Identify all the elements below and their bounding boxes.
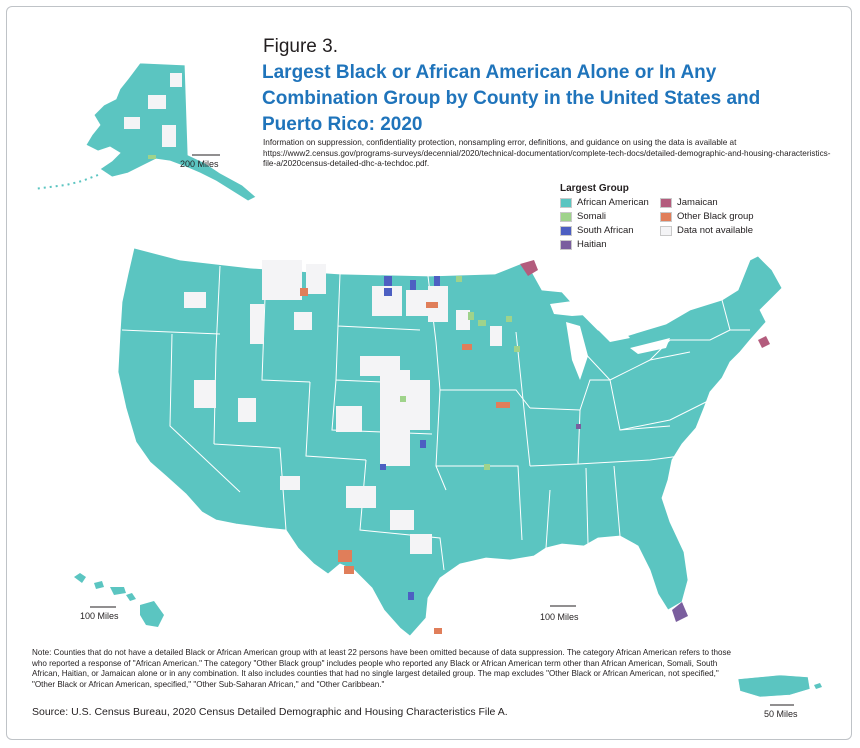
hawaii-island-big [140, 601, 164, 627]
legend-item-jamaican: Jamaican [660, 197, 770, 208]
south-african-counties [380, 276, 440, 600]
hawaii-island [94, 581, 104, 589]
figure-frame [6, 6, 852, 740]
legend-label: Haitian [577, 239, 607, 250]
legend-swatch [660, 197, 672, 208]
legend-swatch [560, 239, 572, 250]
legend: Largest Group African American Jamaican … [560, 183, 770, 250]
no-data-counties [184, 260, 502, 554]
great-lakes [550, 300, 670, 380]
legend-item-other-black-group: Other Black group [660, 211, 770, 222]
legend-label: South African [577, 225, 634, 236]
alaska-no-data [148, 95, 166, 109]
alaska-map: 200 Miles [33, 62, 257, 202]
legend-swatch [560, 197, 572, 208]
jamaican-county [758, 336, 770, 348]
conus-map: 100 Miles [117, 247, 783, 637]
puerto-rico-scale-label: 50 Miles [764, 709, 798, 719]
legend-swatch [660, 225, 672, 236]
legend-swatch [560, 225, 572, 236]
legend-item-somali: Somali [560, 211, 660, 222]
puerto-rico-islet [814, 683, 822, 689]
conus-scale-label: 100 Miles [540, 612, 579, 622]
haitian-county [672, 602, 688, 622]
legend-label: Other Black group [677, 211, 754, 222]
alaska-scale-label: 200 Miles [180, 159, 219, 169]
puerto-rico-map: 50 Miles [737, 674, 822, 719]
figure-label: Figure 3. [263, 36, 338, 57]
legend-label: Jamaican [677, 197, 718, 208]
puerto-rico-shape [737, 674, 811, 698]
legend-label: Somali [577, 211, 607, 222]
haitian-county [576, 424, 581, 429]
other-black-group-counties [300, 288, 510, 634]
source-text: Source: U.S. Census Bureau, 2020 Census … [32, 706, 508, 718]
alaska-no-data [124, 117, 140, 129]
jamaican-county [520, 260, 538, 276]
hawaii-island [126, 593, 136, 601]
legend-swatch [560, 211, 572, 222]
legend-item-south-african: South African [560, 225, 660, 236]
alaska-no-data [170, 73, 182, 87]
legend-label: Data not available [677, 225, 754, 236]
alaska-no-data [162, 125, 176, 147]
aleutian-islands [33, 174, 99, 190]
somali-counties [400, 276, 520, 470]
legend-swatch [660, 211, 672, 222]
note-text: Note: Counties that do not have a detail… [32, 648, 732, 689]
legend-title: Largest Group [560, 183, 629, 194]
hawaii-scale-label: 100 Miles [80, 611, 119, 621]
legend-label: African American [577, 197, 649, 208]
alaska-somali-area [148, 155, 156, 159]
legend-item-data-not-available: Data not available [660, 225, 770, 236]
hawaii-island [110, 587, 126, 595]
hawaii-map: 100 Miles [74, 573, 164, 627]
legend-item-haitian: Haitian [560, 239, 660, 250]
conus-land [117, 247, 783, 637]
info-text: Information on suppression, confidential… [263, 138, 831, 168]
legend-item-african-american: African American [560, 197, 660, 208]
hawaii-island [74, 573, 86, 583]
map-title: Largest Black or African American Alone … [262, 62, 761, 135]
